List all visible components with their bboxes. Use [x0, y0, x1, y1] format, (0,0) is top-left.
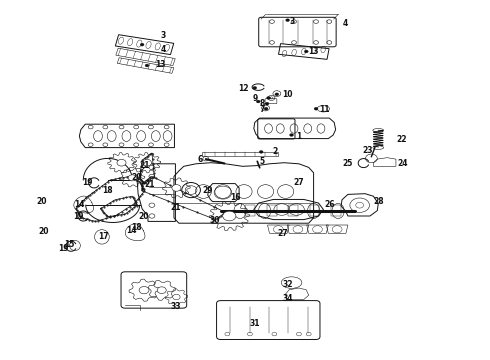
Circle shape — [143, 159, 151, 166]
Text: 11: 11 — [319, 105, 330, 114]
Text: 18: 18 — [131, 223, 142, 232]
Text: 4: 4 — [160, 45, 166, 54]
Text: 30: 30 — [209, 216, 220, 225]
Text: 33: 33 — [170, 302, 180, 311]
Text: 34: 34 — [283, 294, 293, 302]
Text: 14: 14 — [74, 200, 85, 209]
Text: 1: 1 — [296, 132, 302, 140]
Text: 27: 27 — [293, 177, 304, 186]
Text: 8: 8 — [259, 99, 265, 108]
Text: 28: 28 — [373, 197, 384, 206]
Circle shape — [223, 211, 236, 221]
Text: 20: 20 — [39, 227, 49, 236]
Text: 6: 6 — [197, 154, 202, 163]
Circle shape — [259, 150, 263, 153]
Text: 10: 10 — [282, 90, 292, 99]
Text: 3: 3 — [290, 17, 295, 26]
Circle shape — [117, 159, 126, 166]
Text: 31: 31 — [249, 320, 260, 328]
Text: 19: 19 — [83, 178, 93, 187]
Text: 3: 3 — [160, 31, 166, 40]
Text: 17: 17 — [98, 233, 109, 241]
Circle shape — [304, 50, 308, 53]
Text: 19: 19 — [58, 244, 69, 253]
Text: 19: 19 — [73, 212, 83, 221]
Text: 16: 16 — [230, 193, 241, 202]
Circle shape — [286, 19, 290, 22]
Circle shape — [290, 134, 294, 136]
Circle shape — [275, 93, 279, 96]
Text: 2: 2 — [272, 148, 277, 156]
Text: 26: 26 — [324, 200, 335, 209]
Text: 20: 20 — [36, 197, 47, 206]
Text: 20: 20 — [131, 173, 142, 181]
Circle shape — [265, 102, 269, 105]
Text: 7: 7 — [259, 105, 265, 114]
Circle shape — [253, 86, 257, 89]
Text: 22: 22 — [396, 135, 406, 144]
Text: 13: 13 — [308, 48, 318, 57]
Text: 9: 9 — [253, 94, 258, 103]
Text: 18: 18 — [102, 186, 113, 194]
Text: 21: 21 — [140, 161, 150, 170]
Circle shape — [314, 107, 318, 110]
Circle shape — [139, 287, 149, 294]
Text: 32: 32 — [283, 280, 293, 289]
Circle shape — [172, 185, 181, 191]
Text: 24: 24 — [397, 159, 407, 168]
Text: 4: 4 — [343, 18, 348, 27]
Circle shape — [172, 294, 180, 300]
Text: 13: 13 — [155, 60, 166, 69]
Text: 25: 25 — [343, 159, 353, 168]
Text: 23: 23 — [362, 145, 372, 155]
Text: 27: 27 — [277, 229, 288, 238]
Circle shape — [256, 100, 260, 103]
Circle shape — [140, 43, 144, 46]
Text: 15: 15 — [65, 240, 75, 248]
Text: 14: 14 — [126, 226, 136, 235]
Circle shape — [264, 107, 268, 110]
Circle shape — [157, 287, 166, 293]
Circle shape — [145, 64, 149, 67]
Text: 5: 5 — [260, 157, 265, 166]
Circle shape — [128, 175, 136, 181]
Text: 21: 21 — [171, 203, 181, 212]
Circle shape — [267, 96, 270, 99]
Text: 20: 20 — [138, 212, 148, 221]
Text: 12: 12 — [238, 84, 248, 93]
Text: 29: 29 — [202, 186, 213, 194]
Text: 21: 21 — [145, 180, 155, 189]
